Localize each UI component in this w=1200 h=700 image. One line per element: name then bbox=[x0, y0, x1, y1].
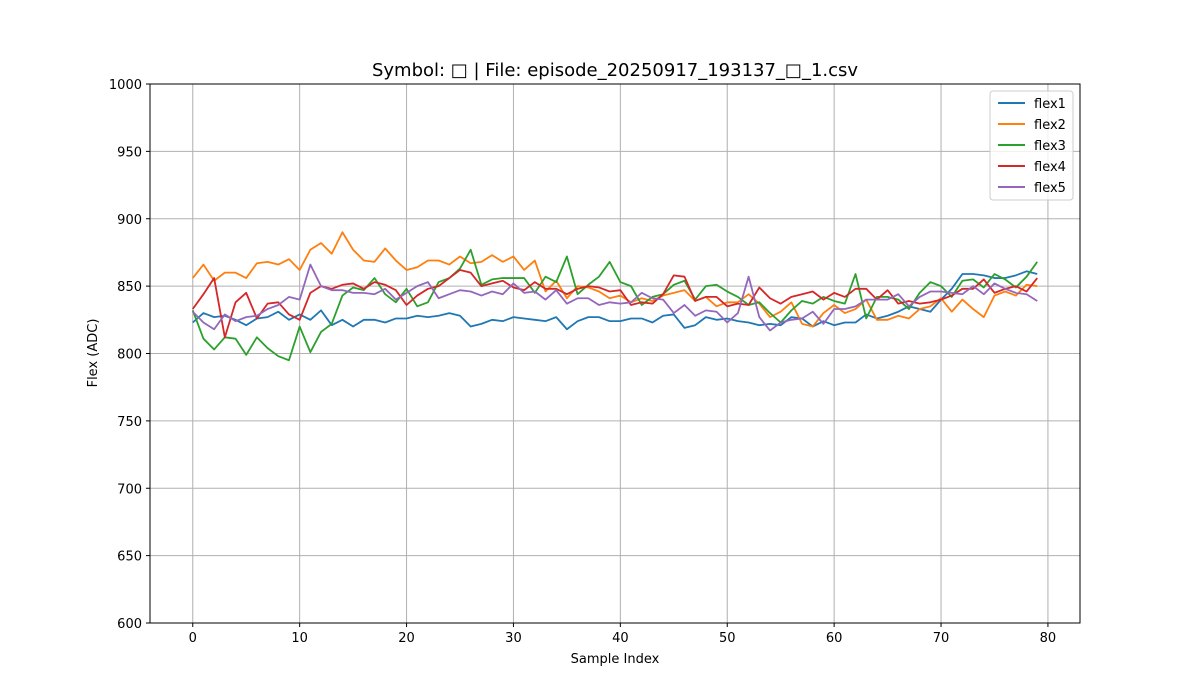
x-tick-label: 10 bbox=[291, 631, 308, 646]
y-tick-label: 850 bbox=[117, 280, 142, 295]
legend-box bbox=[989, 90, 1074, 201]
series-line-flex4 bbox=[192, 269, 1038, 339]
y-tick-label: 950 bbox=[117, 145, 142, 160]
x-axis-label: Sample Index bbox=[571, 652, 660, 667]
y-tick-label: 750 bbox=[117, 415, 142, 430]
y-tick-label: 700 bbox=[117, 482, 142, 497]
x-tick-label: 20 bbox=[398, 631, 415, 646]
x-tick-label: 0 bbox=[189, 631, 197, 646]
legend-label-flex1: flex1 bbox=[1034, 97, 1066, 112]
x-tick-label: 50 bbox=[719, 631, 736, 646]
y-axis-label: Flex (ADC) bbox=[86, 319, 101, 388]
legend-label-flex5: flex5 bbox=[1034, 181, 1066, 196]
y-tick-label: 650 bbox=[117, 550, 142, 565]
y-tick-label: 900 bbox=[117, 213, 142, 228]
series-line-flex3 bbox=[191, 248, 1038, 362]
x-tick-label: 80 bbox=[1040, 631, 1057, 646]
series-layer bbox=[191, 231, 1038, 362]
x-tick-label: 30 bbox=[505, 631, 522, 646]
axis-ticks: 0 10 20 30 40 50 60 70 80 600 650 700 750 800 850 900 95… bbox=[109, 78, 1056, 646]
x-tick-label: 60 bbox=[826, 631, 843, 646]
y-tick-label: 1000 bbox=[109, 78, 142, 93]
chart-title: Symbol: □ | File: episode_20250917_19313… bbox=[372, 60, 858, 81]
y-tick-label: 800 bbox=[117, 348, 142, 363]
series-line-flex5 bbox=[192, 263, 1038, 332]
series-line-flex2 bbox=[192, 231, 1038, 328]
legend-label-flex3: flex3 bbox=[1034, 139, 1066, 154]
legend: flex1 flex2 flex3 flex4 flex5 bbox=[989, 90, 1074, 201]
legend-label-flex4: flex4 bbox=[1034, 160, 1066, 175]
series-line-flex1 bbox=[192, 270, 1038, 331]
legend-label-flex2: flex2 bbox=[1034, 118, 1066, 133]
x-tick-label: 70 bbox=[933, 631, 950, 646]
x-tick-label: 40 bbox=[612, 631, 629, 646]
y-tick-label: 600 bbox=[117, 617, 142, 632]
